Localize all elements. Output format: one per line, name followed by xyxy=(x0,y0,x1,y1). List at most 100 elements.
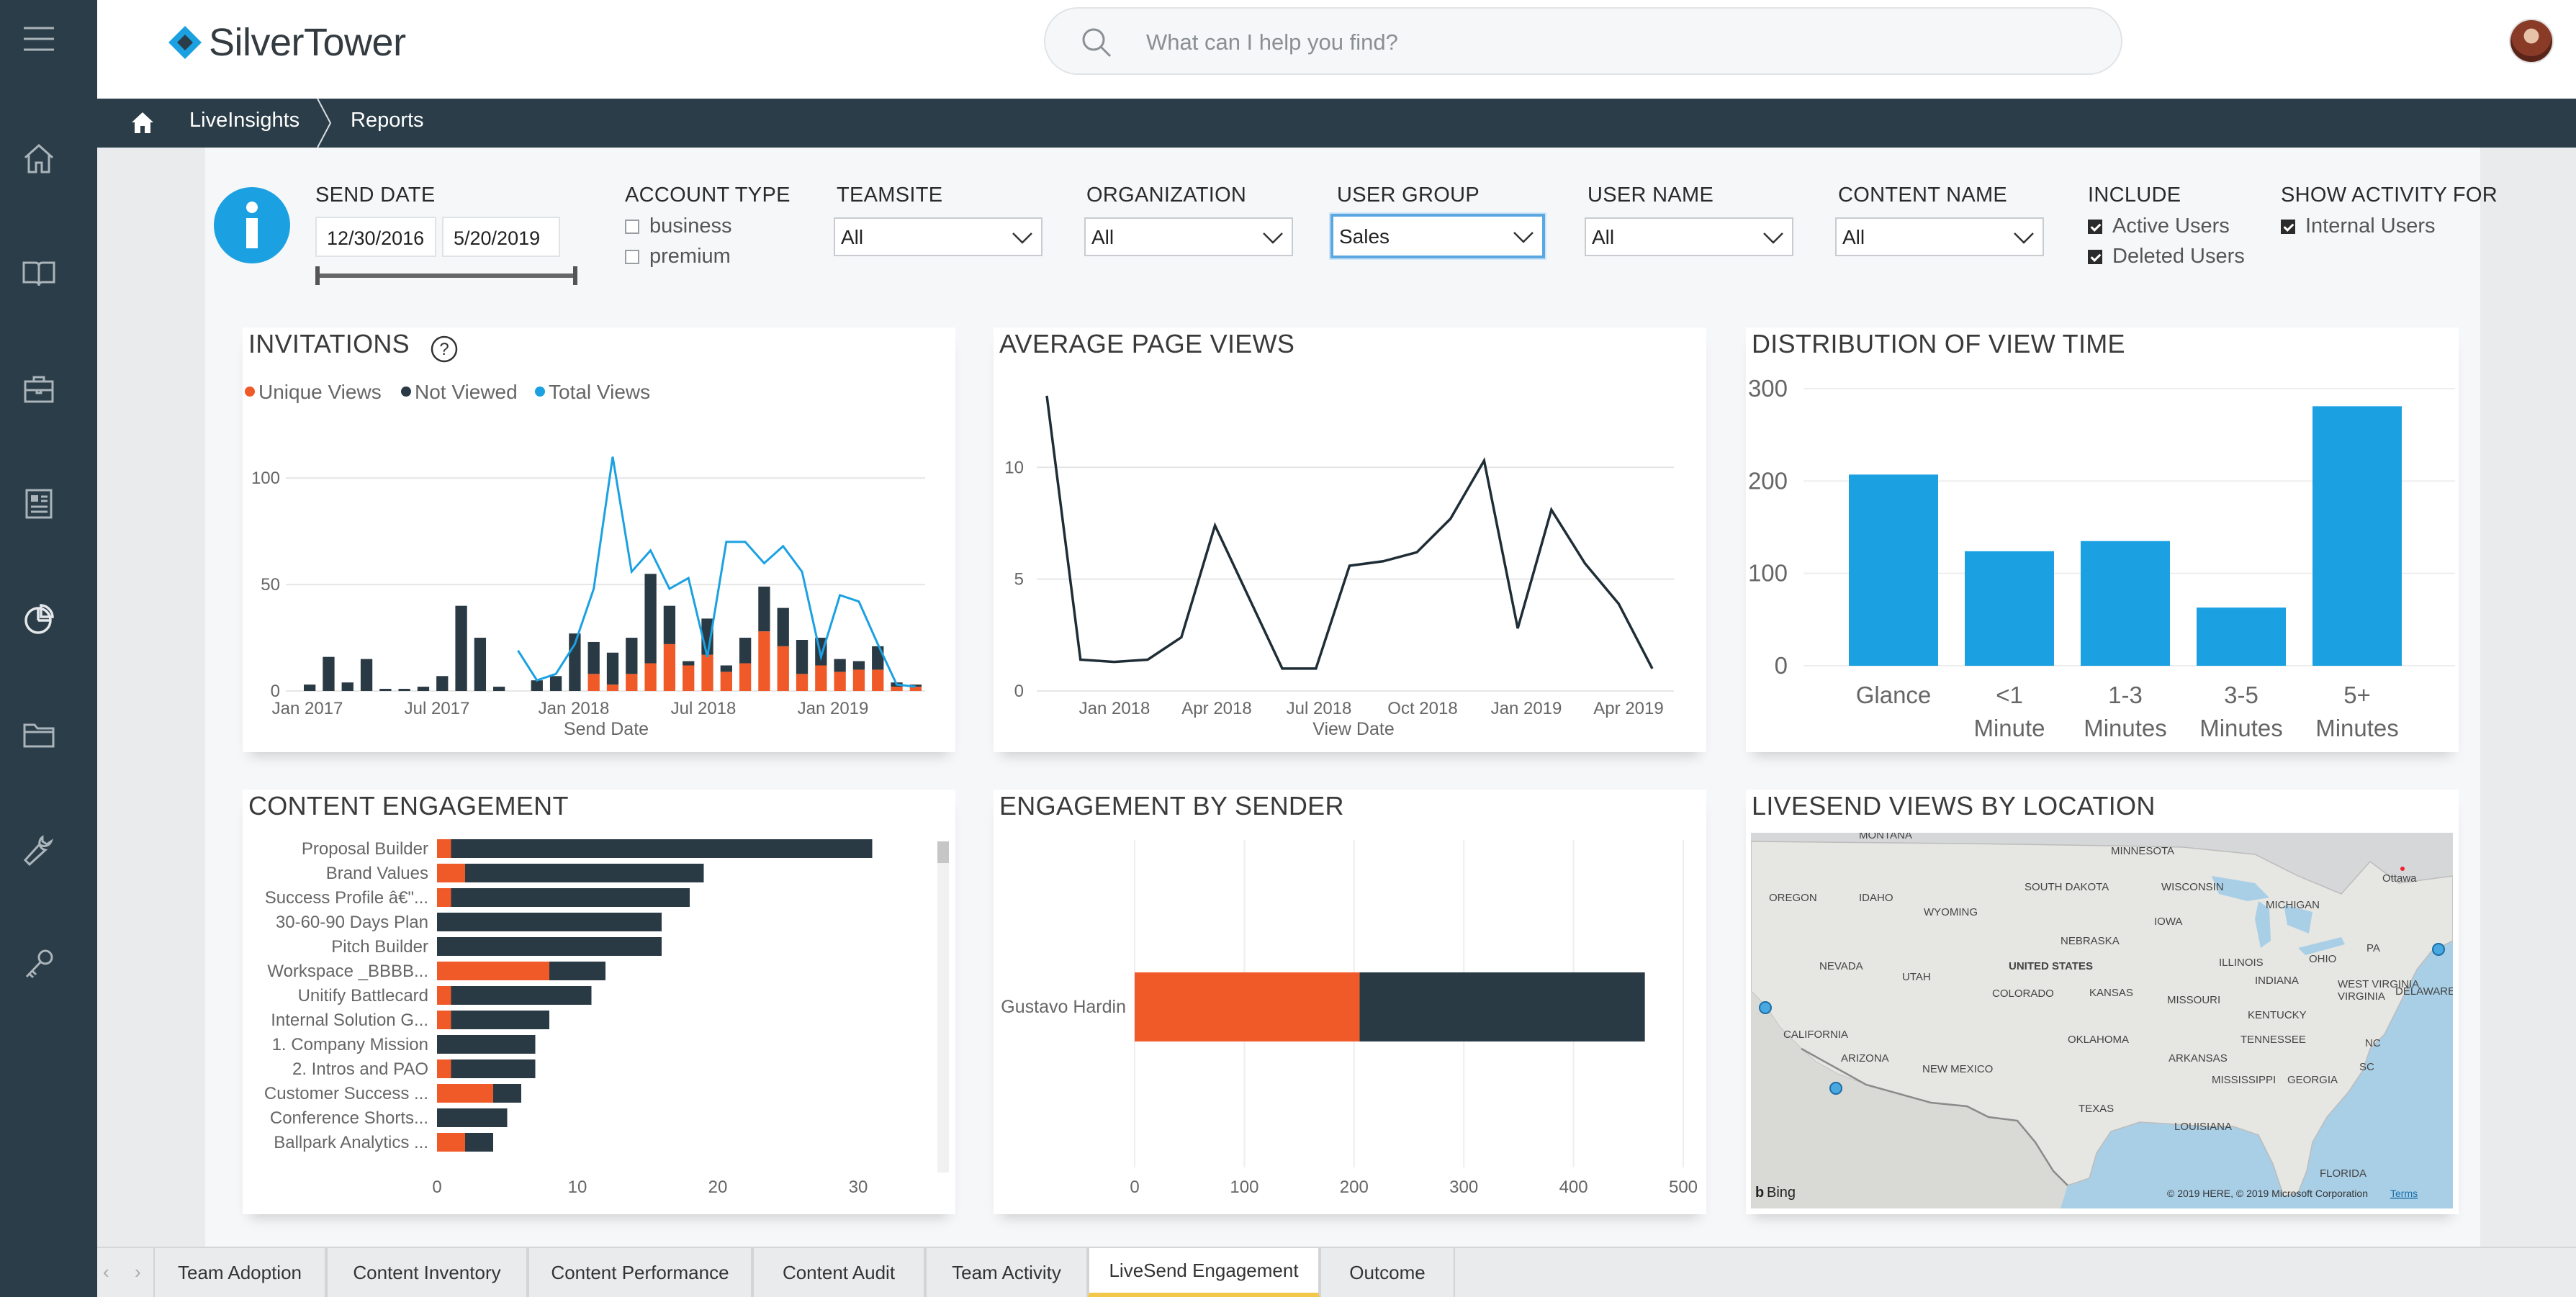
tab-team-activity[interactable]: Team Activity xyxy=(925,1248,1088,1297)
bar-view-time xyxy=(2081,541,2170,666)
map-point-new-york[interactable] xyxy=(2432,943,2445,956)
tab-outcome[interactable]: Outcome xyxy=(1320,1248,1455,1297)
bar-not-viewed xyxy=(474,638,487,691)
brand-logo[interactable]: SilverTower xyxy=(167,17,406,68)
tab-next-icon[interactable]: › xyxy=(135,1261,141,1283)
tab-team-adoption[interactable]: Team Adoption xyxy=(153,1248,326,1297)
map-label: MISSISSIPPI xyxy=(2212,1074,2276,1086)
home-icon[interactable] xyxy=(130,110,156,135)
account-business-checkbox[interactable]: business xyxy=(625,214,731,238)
y-tick-label: 300 xyxy=(1748,375,1788,402)
help-icon[interactable]: ? xyxy=(430,335,459,363)
tab-livesend-engagement[interactable]: LiveSend Engagement xyxy=(1088,1248,1320,1297)
tab-content-audit[interactable]: Content Audit xyxy=(752,1248,925,1297)
menu-icon[interactable] xyxy=(17,17,60,60)
y-tick-label: 5 xyxy=(1014,570,1024,589)
content-name-dropdown[interactable]: All xyxy=(1835,217,2044,256)
bar-view-time xyxy=(1965,551,2054,666)
search-bar[interactable] xyxy=(1044,7,2122,75)
active-users-checkbox[interactable]: Active Users xyxy=(2088,214,2230,238)
folder-icon[interactable] xyxy=(17,713,60,756)
x-tick-label: 200 xyxy=(1340,1178,1369,1197)
slider-handle-end[interactable] xyxy=(573,266,577,285)
content-engagement-title: CONTENT ENGAGEMENT xyxy=(248,791,569,821)
x-tick-label: 500 xyxy=(1669,1178,1698,1197)
account-type-label: ACCOUNT TYPE xyxy=(625,184,791,207)
legend-label: Total Views xyxy=(549,381,650,403)
bar-unique-views xyxy=(872,669,884,691)
map-terms-link[interactable]: Terms xyxy=(2390,1188,2418,1199)
tab-content-performance[interactable]: Content Performance xyxy=(528,1248,752,1297)
bar-not-viewed xyxy=(417,687,430,691)
view-time-panel: DISTRIBUTION OF VIEW TIME 0 100 200 300 Glan… xyxy=(1746,327,2459,752)
content-engagement-scrollbar[interactable] xyxy=(937,841,949,1172)
bar-not-viewed xyxy=(739,638,752,664)
map-lake-michigan xyxy=(2255,901,2271,948)
legend-label: Unique Views xyxy=(258,381,382,403)
bar-view-time xyxy=(1849,474,1938,666)
map-label: PA xyxy=(2366,942,2380,954)
user-name-dropdown[interactable]: All xyxy=(1585,217,1793,256)
bar-unique-views xyxy=(777,646,789,691)
slider-handle-start[interactable] xyxy=(315,266,320,285)
map-label: INDIANA xyxy=(2255,975,2299,987)
bar-orange xyxy=(437,1011,451,1029)
bar-orange xyxy=(437,1059,451,1078)
info-icon[interactable] xyxy=(212,186,292,265)
x-tick-label: 5+ xyxy=(2343,682,2371,708)
map-label: LOUISIANA xyxy=(2174,1121,2232,1133)
newspaper-icon[interactable] xyxy=(17,482,60,525)
bar-dark xyxy=(437,1035,536,1054)
map-label: OHIO xyxy=(2309,953,2336,965)
book-icon[interactable] xyxy=(17,252,60,295)
legend-marker xyxy=(535,387,545,397)
chevron-right-icon xyxy=(317,99,332,148)
y-tick-label: 0 xyxy=(1775,652,1788,679)
wrench-icon[interactable] xyxy=(17,828,60,871)
map-copyright: © 2019 HERE, © 2019 Microsoft Corporatio… xyxy=(2167,1188,2368,1199)
key-icon[interactable] xyxy=(17,943,60,986)
pie-chart-icon[interactable] xyxy=(17,597,60,641)
search-input[interactable] xyxy=(1146,23,2082,62)
map-label: IOWA xyxy=(2154,916,2182,928)
bar-not-viewed xyxy=(720,665,732,672)
user-group-label: USER GROUP xyxy=(1337,184,1480,207)
organization-label: ORGANIZATION xyxy=(1086,184,1247,207)
end-date-input[interactable]: 5/20/2019 xyxy=(442,217,560,257)
teamsite-dropdown[interactable]: All xyxy=(834,217,1042,256)
bar-dark xyxy=(451,839,873,858)
map-point-california[interactable] xyxy=(1759,1001,1772,1014)
bar-not-viewed xyxy=(549,676,562,691)
y-tick-label: 0 xyxy=(271,682,280,701)
scrollbar-thumb[interactable] xyxy=(937,841,949,863)
start-date-input[interactable]: 12/30/2016 xyxy=(315,217,436,257)
home-icon[interactable] xyxy=(17,137,60,180)
us-map-graphic: MONTANA MINNESOTA Ottawa SOUTH DAKOTA WI… xyxy=(1751,833,2453,1208)
tab-content-inventory[interactable]: Content Inventory xyxy=(326,1248,528,1297)
bar-orange xyxy=(437,1133,465,1152)
breadcrumb-liveinsights[interactable]: LiveInsights xyxy=(189,109,300,132)
report-tabs: ‹ › Team Adoption Content Inventory Cont… xyxy=(97,1247,2576,1297)
top-header: SilverTower xyxy=(97,0,2576,99)
deleted-users-checkbox[interactable]: Deleted Users xyxy=(2088,245,2245,268)
teamsite-label: TEAMSITE xyxy=(837,184,943,207)
bar-dark xyxy=(465,1133,493,1152)
x-tick-label: Jul 2018 xyxy=(1287,699,1352,718)
x-tick-label: Minutes xyxy=(2199,715,2283,741)
avatar[interactable] xyxy=(2509,19,2554,63)
category-label: Ballpark Analytics ... xyxy=(274,1133,428,1152)
account-premium-checkbox[interactable]: premium xyxy=(625,245,731,268)
user-group-dropdown[interactable]: Sales xyxy=(1330,214,1545,258)
date-range-slider[interactable] xyxy=(315,266,577,285)
line-total-views xyxy=(517,456,917,688)
internal-users-checkbox[interactable]: Internal Users xyxy=(2281,214,2436,238)
map-point-san-diego[interactable] xyxy=(1829,1082,1842,1095)
map-label: WISCONSIN xyxy=(2161,881,2224,893)
us-map[interactable]: MONTANA MINNESOTA Ottawa SOUTH DAKOTA WI… xyxy=(1751,833,2453,1208)
briefcase-icon[interactable] xyxy=(17,367,60,410)
x-tick-label: Oct 2018 xyxy=(1387,699,1457,718)
views-by-location-title: LIVESEND VIEWS BY LOCATION xyxy=(1752,791,2156,821)
tab-prev-icon[interactable]: ‹ xyxy=(103,1261,109,1283)
map-label: IDAHO xyxy=(1859,892,1893,904)
organization-dropdown[interactable]: All xyxy=(1084,217,1293,256)
